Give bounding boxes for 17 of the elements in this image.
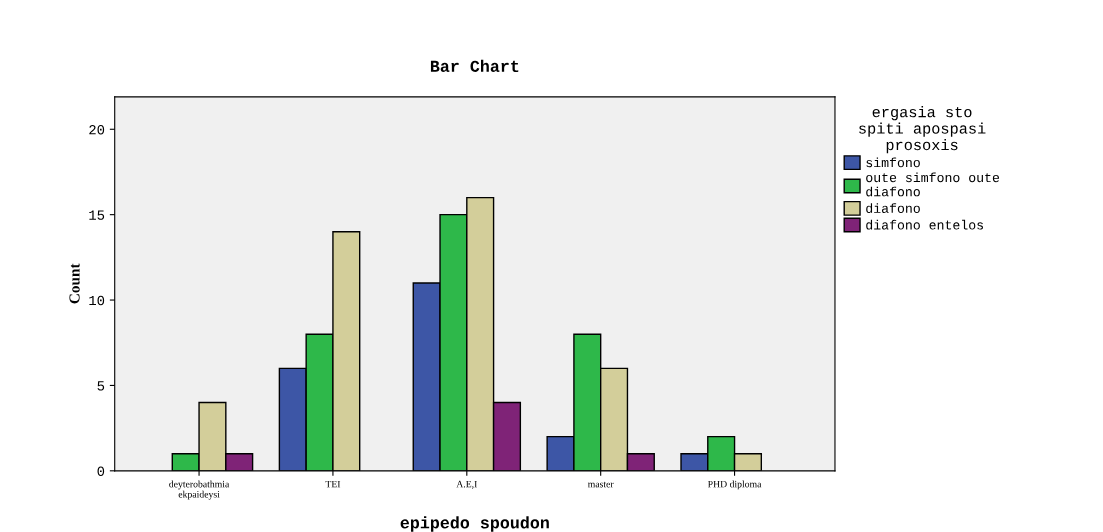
legend-title: ergasia sto spiti apospasi prosoxis xyxy=(859,106,986,154)
y-tick-label: 5 xyxy=(97,381,105,391)
chart-title: Bar Chart xyxy=(430,59,519,72)
x-tick-label: A.E,I xyxy=(456,480,477,489)
x-tick-label: TEI xyxy=(325,480,341,488)
y-tick-label: 15 xyxy=(89,210,105,220)
y-tick-label: 20 xyxy=(89,125,105,135)
x-axis-title: epipedo spoudon xyxy=(400,516,549,532)
y-axis-title: Count xyxy=(69,263,80,304)
legend-label: diafono xyxy=(866,203,920,213)
legend-label: simfono xyxy=(866,157,920,168)
y-tick-label: 0 xyxy=(97,466,105,476)
x-tick-label: deyterobathmia ekpaideysi xyxy=(169,480,230,500)
y-tick-label: 10 xyxy=(89,295,105,306)
legend-label: diafono entelos xyxy=(866,219,983,230)
x-tick-label: master xyxy=(587,481,614,488)
x-tick-label: PHD diploma xyxy=(707,480,762,490)
